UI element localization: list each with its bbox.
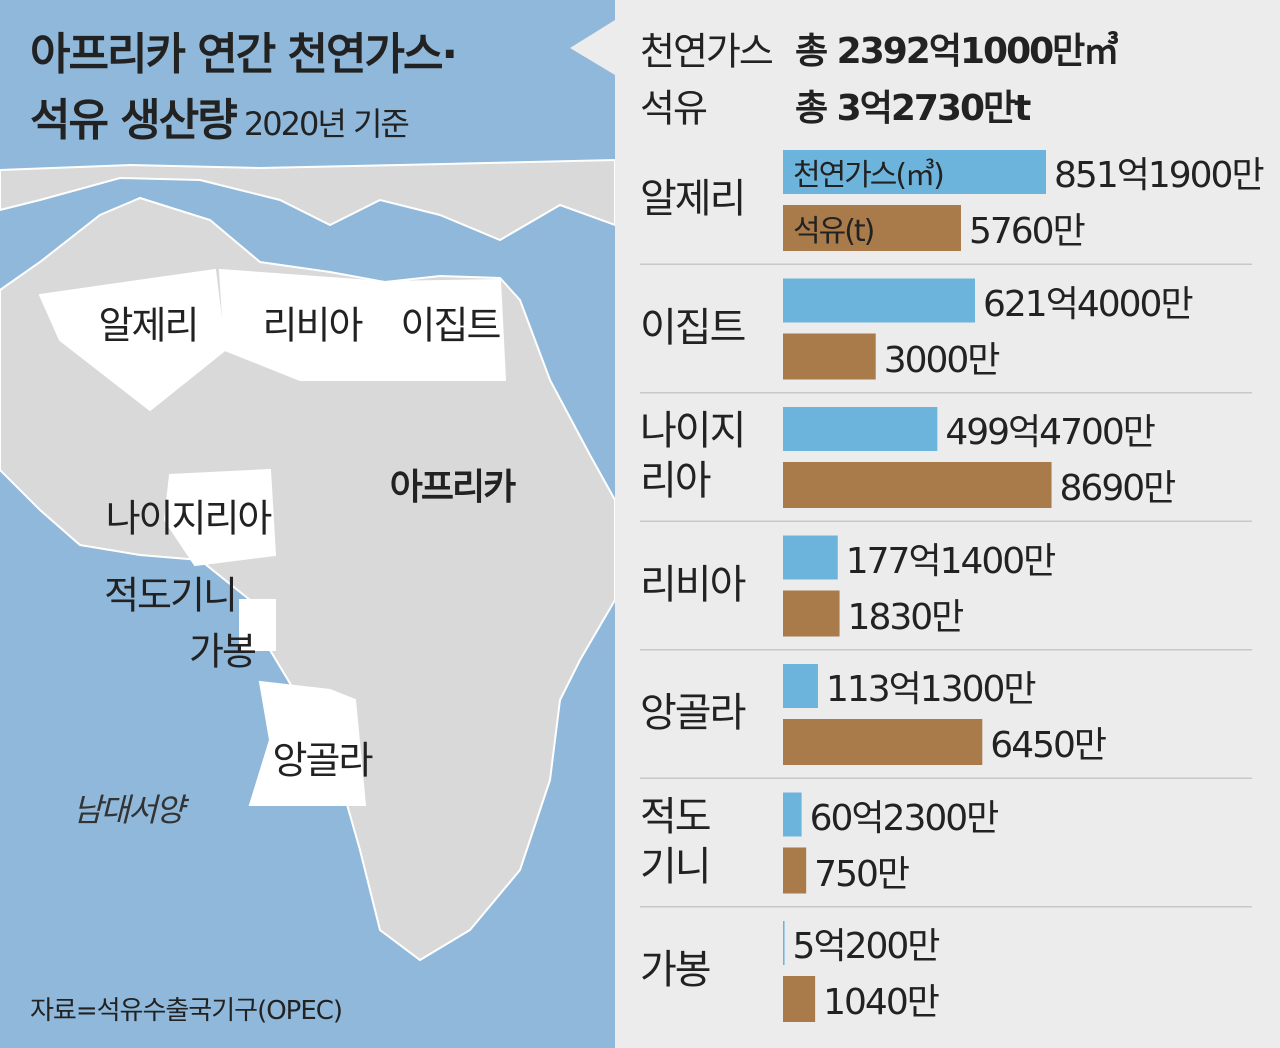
value-label: 5억200만	[792, 926, 941, 967]
value-label: 3000만	[883, 339, 1001, 381]
legend-label: 천연가스(㎥)	[793, 158, 945, 193]
category-label: 나이지 리아	[640, 408, 746, 505]
total-label: 석유	[640, 86, 708, 131]
algeria	[38, 268, 227, 412]
bar	[783, 664, 818, 708]
source: 자료=석유수출국기구(OPEC)	[30, 996, 343, 1026]
map-label: 리비아	[262, 303, 364, 348]
category-label: 적도 기니	[640, 793, 712, 890]
map	[0, 158, 616, 962]
category-label: 알제리	[640, 176, 746, 223]
libya	[218, 268, 392, 381]
nigeria	[163, 468, 277, 567]
total-label: 천연가스	[640, 29, 774, 74]
map-label: 남대서양	[73, 791, 185, 829]
bar	[783, 847, 807, 894]
bar	[783, 792, 802, 837]
value-label: 851억1900만	[1054, 155, 1265, 196]
map-label: 앙골라	[272, 738, 374, 783]
subtitle: 2020년 기준	[235, 105, 410, 143]
bar	[783, 278, 976, 323]
value-label: 499억4700만	[945, 412, 1156, 453]
bar	[783, 719, 983, 765]
bar	[783, 150, 1047, 194]
row-divider	[640, 392, 1252, 394]
total-value: 총 2392억1000만㎥	[795, 31, 1119, 72]
map-label: 나이지리아	[105, 496, 273, 541]
gabon	[239, 599, 276, 651]
europe-land	[0, 158, 616, 242]
panel	[570, 0, 1280, 1048]
egypt	[383, 278, 507, 381]
bar	[783, 921, 785, 965]
bar	[783, 333, 876, 380]
angola	[248, 680, 367, 806]
chart-title: 아프리카 연간 천연가스· 석유 생산량 2020년 기준	[30, 29, 458, 146]
value-label: 5760만	[968, 211, 1086, 252]
total-value: 총 3억2730만t	[795, 88, 1031, 129]
value-label: 60억2300만	[809, 797, 1000, 839]
row-divider	[640, 263, 1252, 265]
bar	[783, 535, 838, 580]
value-label: 113억1300만	[825, 669, 1037, 710]
map-label: 아프리카	[389, 467, 516, 508]
map-label: 알제리	[98, 303, 200, 348]
value-label: 6450만	[990, 725, 1107, 766]
value-label: 177억1400만	[845, 540, 1057, 582]
bar	[783, 205, 961, 251]
row-divider	[640, 906, 1252, 908]
value-label: 621억4000만	[983, 283, 1194, 325]
bar	[783, 407, 938, 451]
map-label: 이집트	[400, 303, 502, 348]
value-label: 750만	[814, 853, 910, 895]
category-label: 가봉	[640, 947, 712, 994]
bar	[783, 462, 1052, 508]
bar	[783, 976, 816, 1022]
bar	[783, 590, 840, 637]
legend-label: 석유(t)	[793, 214, 875, 249]
row-divider	[640, 777, 1252, 779]
value-label: 1040만	[823, 982, 940, 1023]
value-label: 1830만	[847, 596, 965, 638]
row-divider	[640, 520, 1252, 522]
map-label: 적도기니	[104, 573, 238, 618]
map-label: 가봉	[189, 629, 257, 674]
category-label: 리비아	[640, 561, 746, 608]
value-label: 8690만	[1059, 468, 1177, 509]
row-divider	[640, 649, 1252, 651]
category-label: 이집트	[640, 304, 746, 351]
category-label: 앙골라	[640, 690, 746, 737]
